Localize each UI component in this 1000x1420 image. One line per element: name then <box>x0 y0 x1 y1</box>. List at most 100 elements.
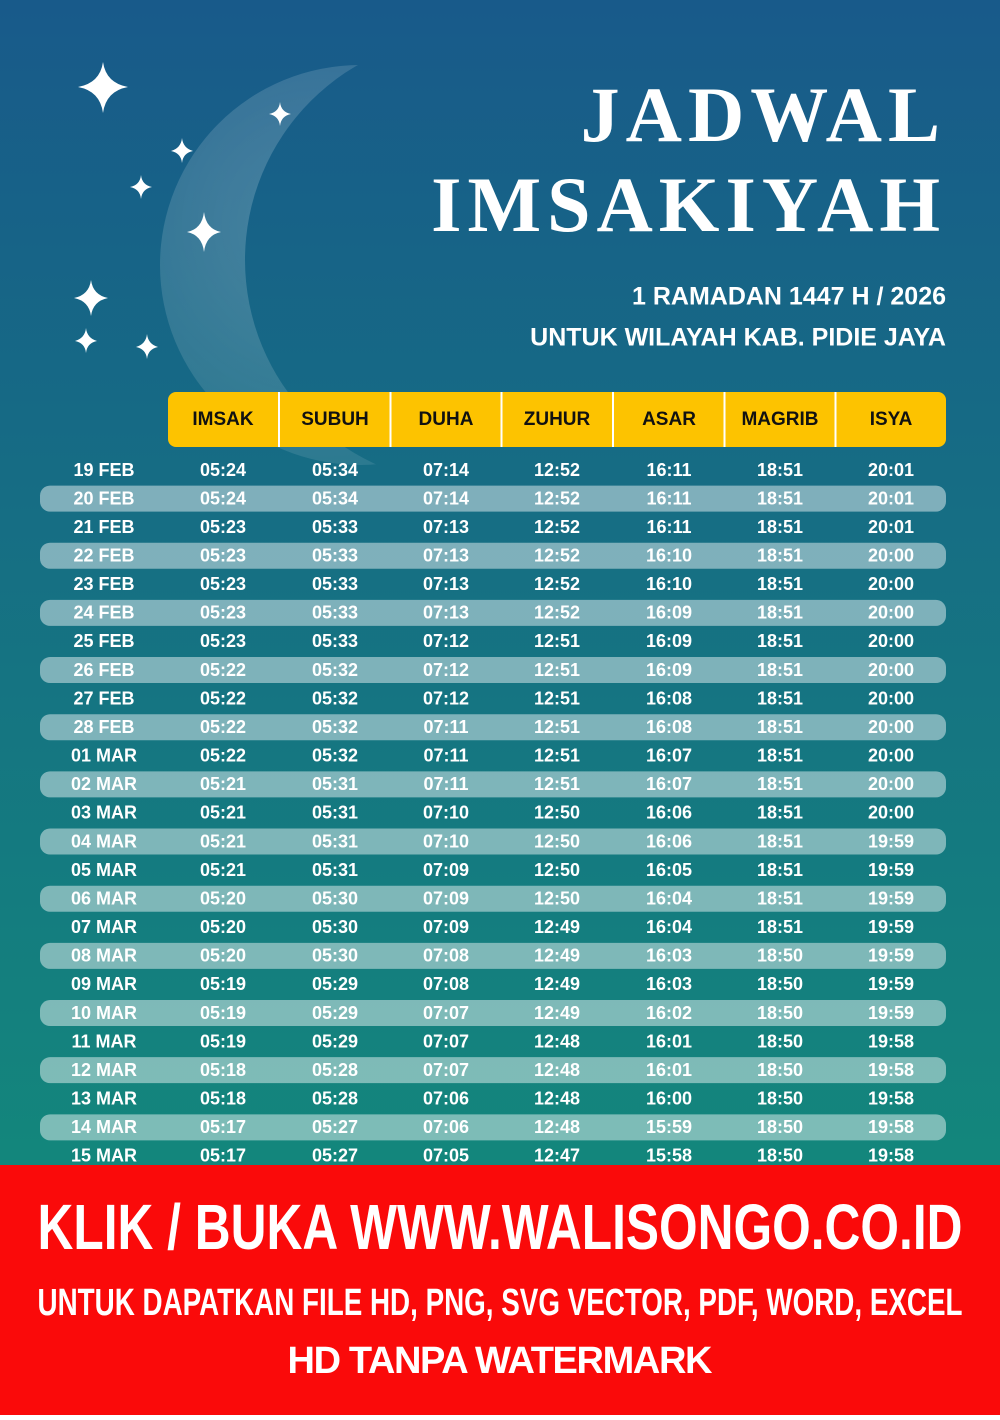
date-cell: 19 FEB <box>73 460 134 480</box>
time-cell: 18:51 <box>757 603 803 623</box>
time-cell: 07:10 <box>423 831 469 851</box>
date-cell: 09 MAR <box>71 974 137 994</box>
time-cell: 18:51 <box>757 460 803 480</box>
time-cell: 19:59 <box>868 831 914 851</box>
time-cell: 05:21 <box>200 831 246 851</box>
subtitle: 1 RAMADAN 1447 H / 2026 <box>632 283 946 311</box>
column-header: SUBUH <box>301 409 369 430</box>
time-cell: 05:31 <box>312 860 358 880</box>
time-cell: 20:00 <box>868 803 914 823</box>
time-cell: 05:20 <box>200 946 246 966</box>
time-cell: 07:13 <box>423 545 469 565</box>
date-cell: 01 MAR <box>71 746 137 766</box>
time-cell: 07:08 <box>423 946 469 966</box>
time-cell: 05:31 <box>312 831 358 851</box>
time-cell: 07:09 <box>423 860 469 880</box>
row-stripe <box>40 828 946 855</box>
time-cell: 18:51 <box>757 660 803 680</box>
row-stripe <box>40 1114 946 1141</box>
time-cell: 05:29 <box>312 974 358 994</box>
date-cell: 11 MAR <box>71 1031 136 1051</box>
date-cell: 03 MAR <box>71 803 137 823</box>
time-cell: 12:52 <box>534 488 580 508</box>
time-cell: 05:33 <box>312 631 358 651</box>
date-cell: 02 MAR <box>71 774 137 794</box>
date-cell: 24 FEB <box>73 603 134 623</box>
time-cell: 05:32 <box>312 688 358 708</box>
time-cell: 05:18 <box>200 1089 246 1109</box>
row-stripe <box>40 1057 946 1084</box>
date-cell: 23 FEB <box>73 574 134 594</box>
time-cell: 07:10 <box>423 803 469 823</box>
time-cell: 05:23 <box>200 603 246 623</box>
time-cell: 18:51 <box>757 517 803 537</box>
date-cell: 13 MAR <box>71 1089 137 1109</box>
time-cell: 18:51 <box>757 917 803 937</box>
row-stripe <box>40 771 946 798</box>
time-cell: 05:27 <box>312 1117 358 1137</box>
time-cell: 20:00 <box>868 717 914 737</box>
time-cell: 12:51 <box>534 688 580 708</box>
banner-line: UNTUK DAPATKAN FILE HD, PNG, SVG VECTOR,… <box>38 1282 963 1324</box>
time-cell: 18:50 <box>757 1031 803 1051</box>
row-stripe <box>40 599 946 626</box>
date-cell: 28 FEB <box>73 717 134 737</box>
crescent <box>160 65 560 465</box>
time-cell: 16:06 <box>646 831 692 851</box>
time-cell: 05:27 <box>312 1146 358 1166</box>
table: IMSAK SUBUH DUHA ZUHUR ASAR MAGRIB ISYA 19 FEB 0… <box>40 392 946 1166</box>
time-cell: 16:04 <box>646 917 692 937</box>
time-cell: 16:10 <box>646 574 692 594</box>
time-cell: 19:58 <box>868 1117 914 1137</box>
time-cell: 18:50 <box>757 1003 803 1023</box>
time-cell: 05:23 <box>200 517 246 537</box>
time-cell: 16:06 <box>646 803 692 823</box>
time-cell: 18:50 <box>757 946 803 966</box>
date-cell: 06 MAR <box>71 888 137 908</box>
time-cell: 12:51 <box>534 631 580 651</box>
time-cell: 18:50 <box>757 1117 803 1137</box>
time-cell: 15:58 <box>646 1146 692 1166</box>
banner-line: KLIK / BUKA WWW.WALISONGO.CO.ID <box>38 1191 963 1263</box>
time-cell: 05:18 <box>200 1060 246 1080</box>
time-cell: 05:20 <box>200 917 246 937</box>
time-cell: 12:52 <box>534 574 580 594</box>
time-cell: 05:28 <box>312 1089 358 1109</box>
row-stripe <box>40 1000 946 1027</box>
time-cell: 05:21 <box>200 803 246 823</box>
time-cell: 05:22 <box>200 717 246 737</box>
date-cell: 05 MAR <box>71 860 137 880</box>
time-cell: 05:22 <box>200 746 246 766</box>
column-header: ZUHUR <box>524 409 591 430</box>
time-cell: 19:58 <box>868 1031 914 1051</box>
time-cell: 16:00 <box>646 1089 692 1109</box>
time-cell: 05:29 <box>312 1031 358 1051</box>
time-cell: 16:04 <box>646 888 692 908</box>
time-cell: 12:47 <box>534 1146 580 1166</box>
time-cell: 05:30 <box>312 946 358 966</box>
time-cell: 18:51 <box>757 574 803 594</box>
time-cell: 07:07 <box>423 1003 469 1023</box>
time-cell: 05:22 <box>200 660 246 680</box>
time-cell: 05:32 <box>312 746 358 766</box>
date-cell: 14 MAR <box>71 1117 137 1137</box>
time-cell: 05:33 <box>312 603 358 623</box>
time-cell: 18:50 <box>757 1089 803 1109</box>
date-cell: 27 FEB <box>73 688 134 708</box>
time-cell: 05:21 <box>200 774 246 794</box>
column-header: ISYA <box>870 409 913 430</box>
time-cell: 16:05 <box>646 860 692 880</box>
title-line: JADWAL <box>581 71 946 158</box>
column-header: IMSAK <box>192 409 254 430</box>
time-cell: 18:51 <box>757 631 803 651</box>
date-cell: 12 MAR <box>71 1060 137 1080</box>
time-cell: 20:01 <box>868 488 914 508</box>
time-cell: 18:51 <box>757 860 803 880</box>
time-cell: 07:07 <box>423 1060 469 1080</box>
date-cell: 20 FEB <box>73 488 134 508</box>
time-cell: 05:24 <box>200 488 246 508</box>
time-cell: 07:09 <box>423 917 469 937</box>
time-cell: 05:24 <box>200 460 246 480</box>
time-cell: 07:12 <box>423 688 469 708</box>
time-cell: 05:23 <box>200 631 246 651</box>
